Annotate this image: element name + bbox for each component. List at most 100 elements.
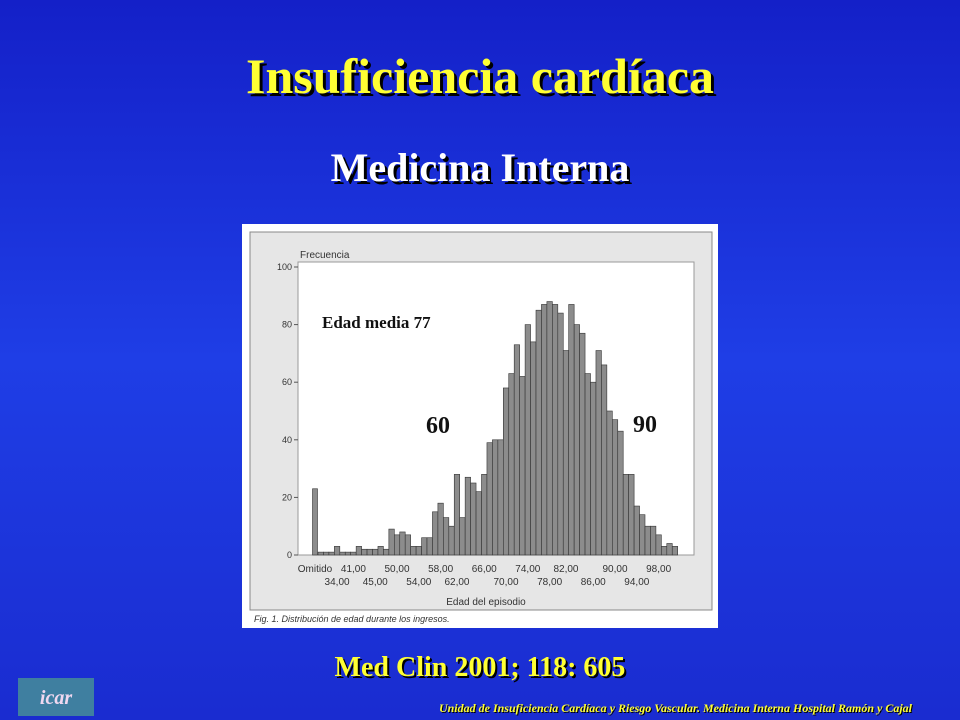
annotation: 90 — [633, 412, 657, 438]
bar — [661, 546, 668, 556]
slide-title: Insuficiencia cardíaca — [246, 48, 714, 104]
subtitle-shadow: Medicina Interna — [334, 148, 633, 193]
y-tick-label: 60 — [282, 377, 292, 387]
bar — [334, 546, 341, 556]
title-shadow: Insuficiencia cardíaca — [249, 51, 717, 107]
x-tick-label: 94,00 — [624, 577, 649, 588]
bar — [383, 548, 390, 556]
x-tick-label: 66,00 — [472, 564, 497, 575]
bar — [524, 324, 531, 556]
bar — [475, 491, 482, 556]
bar — [562, 350, 569, 556]
bar — [557, 312, 564, 556]
citation: Med Clin 2001; 118: 605 — [335, 652, 626, 683]
bar — [432, 511, 439, 556]
y-tick-label: 0 — [287, 550, 292, 560]
x-tick-label: 62,00 — [444, 577, 469, 588]
bar — [481, 474, 488, 556]
bar — [639, 514, 646, 556]
bar — [339, 551, 346, 556]
x-tick-label: 41,00 — [341, 564, 366, 575]
bar — [328, 551, 335, 556]
bar — [546, 301, 553, 556]
bar — [312, 488, 318, 556]
bar — [344, 551, 351, 556]
bar — [393, 534, 401, 556]
bar — [584, 373, 591, 556]
bar — [650, 525, 657, 556]
annotation: Edad media 77 — [322, 313, 431, 332]
annotation: 60 — [426, 413, 450, 439]
y-tick-label: 80 — [282, 320, 292, 330]
x-tick-label: 90,00 — [603, 564, 628, 575]
bar — [486, 442, 493, 556]
bar — [606, 410, 613, 556]
x-tick-label: 74,00 — [515, 564, 540, 575]
bar — [372, 548, 379, 556]
bar — [671, 546, 678, 556]
bar — [530, 341, 537, 556]
bar — [611, 419, 619, 556]
bar — [399, 531, 406, 556]
x-tick-label: 54,00 — [406, 577, 431, 588]
bar — [464, 476, 471, 556]
x-tick-label: 98,00 — [646, 564, 671, 575]
bar — [410, 546, 417, 556]
x-tick-label: Omitido — [298, 564, 333, 575]
bar — [448, 525, 455, 556]
bar — [453, 474, 460, 556]
x-tick-label: 58,00 — [428, 564, 453, 575]
y-tick-label: 100 — [277, 262, 292, 272]
x-tick-label: 45,00 — [363, 577, 388, 588]
bar — [628, 474, 635, 556]
logo-box — [18, 678, 94, 716]
bar — [350, 551, 357, 556]
bar — [361, 548, 368, 556]
x-tick-label: 50,00 — [385, 564, 410, 575]
bar — [595, 350, 602, 556]
bar — [470, 482, 477, 556]
caption: Fig. 1. Distribución de edad durante los… — [254, 614, 450, 624]
bar — [421, 537, 428, 556]
bar — [535, 309, 542, 556]
y-tick-label: 40 — [282, 435, 292, 445]
bar — [617, 430, 624, 556]
bar — [622, 474, 629, 556]
bar — [355, 546, 362, 556]
bar — [519, 376, 526, 556]
bar — [426, 537, 433, 556]
x-tick-label: 82,00 — [553, 564, 578, 575]
bar — [443, 517, 450, 556]
bar — [568, 304, 575, 556]
slide-subtitle: Medicina Interna — [331, 145, 630, 190]
bar — [601, 364, 608, 556]
footer-shadow: Unidad de Insuficiencia Cardíaca y Riesg… — [440, 702, 914, 716]
bar — [655, 534, 662, 556]
x-tick-label: 70,00 — [494, 577, 519, 588]
bar — [323, 551, 330, 556]
bar — [377, 546, 384, 556]
y-axis-label: Frecuencia — [300, 250, 350, 261]
bar — [459, 517, 466, 556]
x-tick-label: 78,00 — [537, 577, 562, 588]
bar — [666, 543, 673, 556]
bar — [590, 381, 597, 556]
bar — [497, 439, 504, 556]
bar — [579, 332, 586, 556]
bar — [404, 534, 411, 556]
bar — [437, 502, 444, 556]
x-tick-label: 86,00 — [581, 577, 606, 588]
bar — [573, 324, 580, 556]
bar — [552, 304, 559, 556]
citation-shadow: Med Clin 2001; 118: 605 — [337, 654, 628, 685]
bar — [415, 546, 422, 556]
bar — [492, 439, 499, 556]
bar — [508, 373, 515, 556]
bar — [388, 528, 395, 556]
x-axis-label: Edad del episodio — [446, 597, 526, 608]
footer: Unidad de Insuficiencia Cardíaca y Riesg… — [439, 701, 913, 715]
bar — [317, 551, 324, 556]
bar — [366, 548, 373, 556]
x-tick-label: 34,00 — [325, 577, 350, 588]
